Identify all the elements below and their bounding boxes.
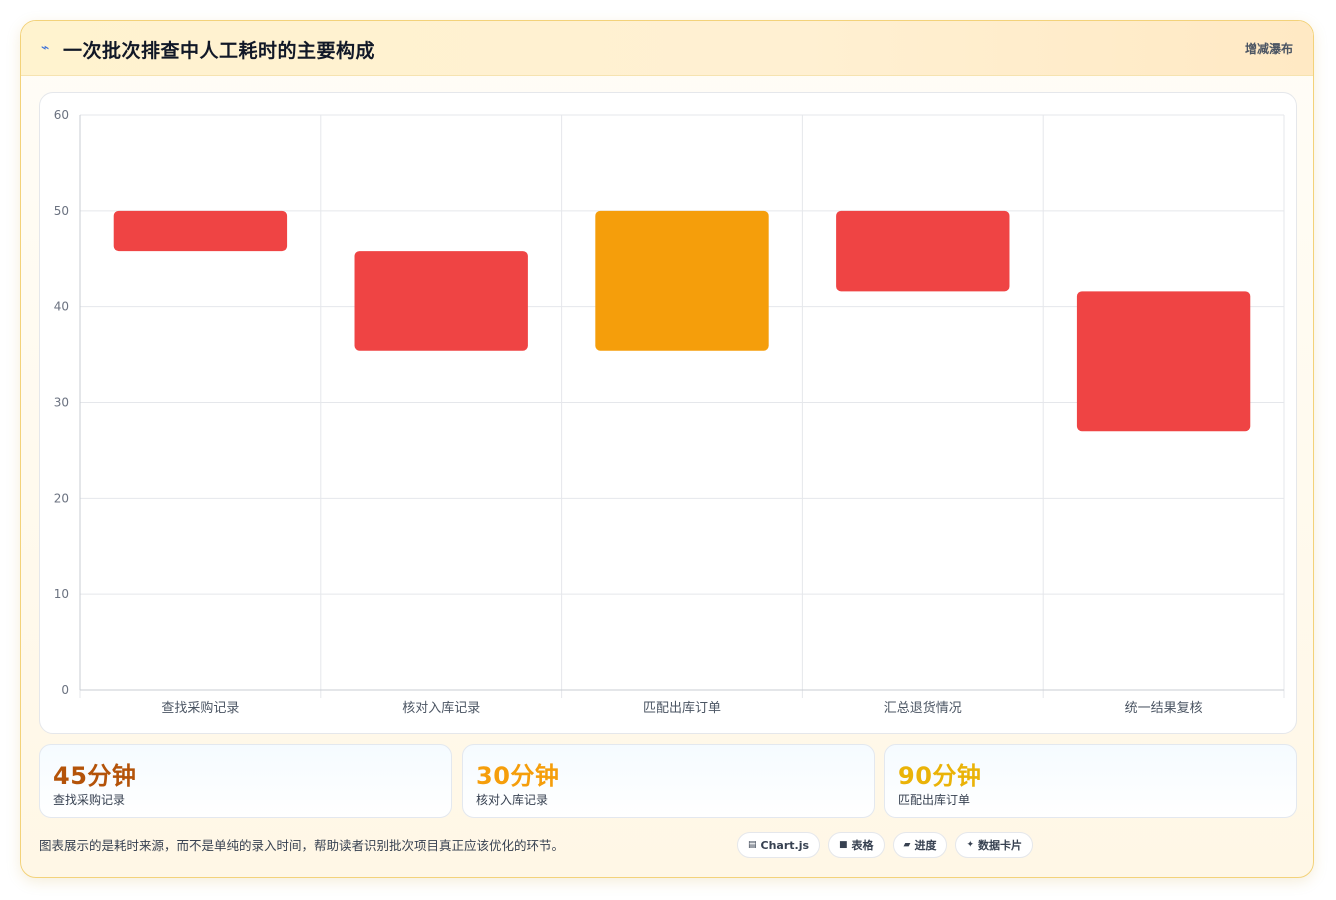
waterfall-bar: [1076, 291, 1251, 432]
x-tick-label: 统一结果复核: [1125, 701, 1203, 716]
y-tick-label: 0: [61, 683, 69, 697]
lightning-icon: ⌁: [41, 40, 50, 56]
stat-card-1: 45分钟 查找采购记录: [39, 744, 452, 818]
progress-icon: ▰: [903, 840, 911, 850]
stat-card-3: 90分钟 匹配出库订单: [884, 744, 1297, 818]
sparkle-icon: ✦: [966, 840, 975, 850]
x-tick-label: 核对入库记录: [402, 700, 480, 716]
badge-label: 进度: [914, 839, 937, 852]
chart-icon: ▤: [748, 840, 757, 850]
y-tick-label: 40: [54, 300, 69, 314]
y-tick-label: 50: [54, 204, 69, 218]
badge-progress[interactable]: ▰ 进度: [892, 832, 948, 858]
y-tick-label: 20: [54, 491, 69, 505]
badge-label: Chart.js: [760, 838, 810, 852]
stat-value: 30分钟: [476, 762, 560, 790]
badge-label: 表格: [851, 839, 874, 852]
stat-label: 查找采购记录: [53, 793, 126, 807]
tech-badges: ▤ Chart.js ■ 表格 ▰ 进度 ✦ 数据卡片: [737, 832, 1034, 858]
y-tick-label: 60: [54, 108, 69, 122]
badge-chartjs[interactable]: ▤ Chart.js: [737, 832, 821, 858]
chart-card: ⌁ 一次批次排查中人工耗时的主要构成 增减瀑布 0 10 20 30 40 50 60 查找采…: [20, 20, 1314, 878]
waterfall-bar: [595, 210, 769, 351]
badge-table[interactable]: ■ 表格: [828, 832, 885, 858]
x-tick-label: 汇总退货情况: [884, 700, 962, 716]
x-tick-label: 查找采购记录: [161, 700, 239, 716]
x-tick-label: 匹配出库订单: [643, 700, 721, 716]
stat-card-2: 30分钟 核对入库记录: [462, 744, 875, 818]
stat-value: 45分钟: [53, 762, 137, 790]
stat-label: 核对入库记录: [476, 793, 549, 807]
waterfall-bar: [113, 210, 288, 252]
chart-type-label: 增减瀑布: [1244, 42, 1293, 56]
y-tick-label: 10: [54, 587, 69, 601]
table-icon: ■: [839, 840, 848, 850]
stat-label: 匹配出库订单: [898, 793, 971, 807]
card-header: ⌁ 一次批次排查中人工耗时的主要构成 增减瀑布: [21, 21, 1313, 76]
waterfall-bar: [836, 210, 1010, 292]
page-title: 一次批次排查中人工耗时的主要构成: [63, 40, 376, 62]
badge-label: 数据卡片: [978, 839, 1023, 852]
waterfall-bar: [354, 251, 528, 351]
chart-container: 0 10 20 30 40 50 60 查找采购记录 核对入库记录 匹配出库订单 汇总退货情况 统一结…: [39, 92, 1297, 734]
chart-footnote: 图表展示的是耗时来源，而不是单纯的录入时间，帮助读者识别批次项目真正应该优化的环…: [39, 838, 565, 853]
badge-data-card[interactable]: ✦ 数据卡片: [955, 832, 1034, 858]
waterfall-chart: 0 10 20 30 40 50 60 查找采购记录 核对入库记录 匹配出库订单 汇总退货情况 统一结…: [54, 108, 1285, 716]
y-tick-label: 30: [54, 396, 69, 410]
stat-value: 90分钟: [898, 762, 982, 790]
